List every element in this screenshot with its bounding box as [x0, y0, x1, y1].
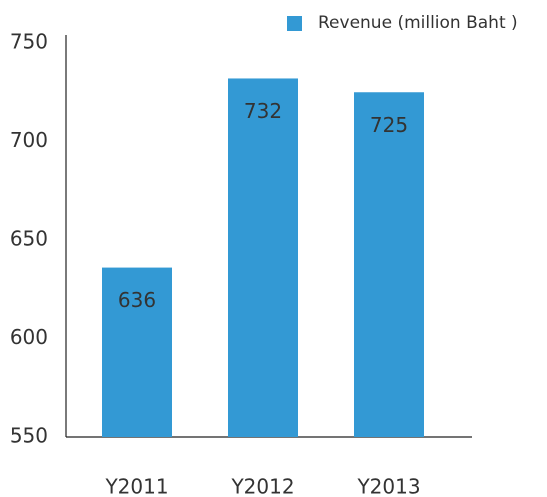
y-tick-label: 650	[10, 227, 48, 251]
y-tick-label: 600	[10, 325, 48, 349]
data-label: 636	[118, 288, 156, 312]
bar	[228, 78, 298, 438]
x-tick-label: Y2013	[356, 475, 420, 497]
y-tick-label: 700	[10, 128, 48, 152]
legend-label: Revenue (million Baht )	[318, 13, 518, 33]
x-tick-label: Y2011	[104, 475, 168, 497]
bar	[354, 92, 424, 437]
data-label: 732	[244, 99, 282, 123]
x-tick-label: Y2012	[230, 475, 294, 497]
legend-swatch	[287, 16, 302, 31]
y-tick-label: 750	[10, 30, 48, 54]
y-tick-label: 550	[10, 424, 48, 448]
bar	[102, 267, 172, 437]
data-label: 725	[370, 113, 408, 137]
